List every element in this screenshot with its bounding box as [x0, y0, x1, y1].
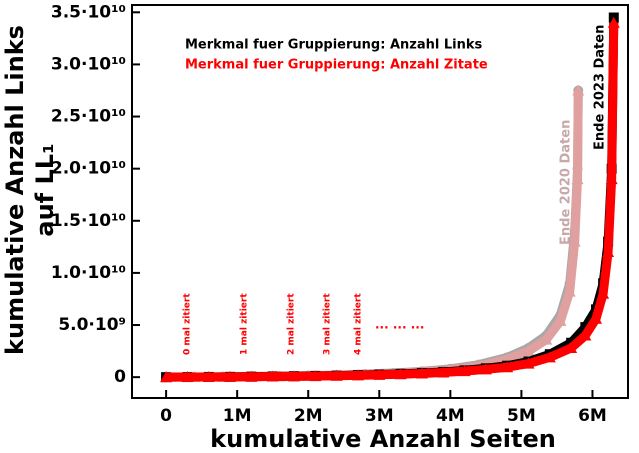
marker [607, 16, 620, 28]
annotation: 4 mal zitiert [354, 293, 364, 355]
annotation: ... ... ... [375, 318, 424, 332]
marker [579, 329, 592, 341]
marker [522, 345, 535, 357]
marker [309, 370, 322, 382]
series-band [166, 90, 583, 382]
marker [181, 371, 194, 383]
marker [563, 285, 576, 297]
marker [590, 312, 603, 324]
marker [224, 370, 237, 382]
marker [245, 370, 258, 382]
marker [330, 369, 343, 381]
y-tick-label: 2.5·10¹⁰ [51, 107, 126, 127]
marker [571, 173, 584, 185]
legend-entry: Merkmal fuer Gruppierung: Anzahl Zitate [185, 58, 488, 73]
series-band [166, 90, 583, 382]
annotation: 0 mal zitiert [183, 293, 193, 355]
annotation: Ende 2020 Daten [559, 120, 574, 245]
y-tick-label: 1.5·10¹⁰ [51, 211, 126, 231]
marker [458, 365, 471, 377]
marker [540, 333, 553, 345]
marker [373, 368, 386, 380]
x-tick-label: 4M [436, 406, 465, 426]
marker [160, 371, 173, 383]
x-tick-label: 1M [223, 406, 252, 426]
marker [568, 235, 581, 247]
y-axis-label: kumulative Anzahl Links [1, 25, 29, 355]
marker [202, 370, 215, 382]
x-tick-label: 2M [294, 406, 323, 426]
marker [351, 369, 364, 381]
annotation: 3 mal zitiert [323, 293, 333, 355]
y-axis-label: auf LL₁ [31, 143, 59, 236]
x-tick-label: 5M [507, 406, 536, 426]
legend-entry: Merkmal fuer Gruppierung: Anzahl Links [185, 38, 482, 53]
y-tick-label: 5.0·10⁹ [58, 315, 126, 335]
y-tick-label: 1.0·10¹⁰ [51, 263, 126, 283]
marker [288, 370, 301, 382]
marker [597, 287, 610, 299]
y-tick-label: 3.5·10¹⁰ [51, 2, 126, 22]
marker [501, 361, 514, 373]
marker [605, 173, 618, 185]
marker [565, 341, 578, 353]
marker [394, 368, 407, 380]
marker [479, 363, 492, 375]
marker [572, 84, 585, 96]
y-tick-label: 3.0·10¹⁰ [51, 54, 126, 74]
marker [266, 370, 279, 382]
marker [602, 246, 615, 258]
annotation: Ende 2023 Daten [593, 25, 608, 150]
x-tick-label: 3M [365, 406, 394, 426]
marker [437, 366, 450, 378]
x-axis-label: kumulative Anzahl Seiten [210, 425, 556, 453]
marker [543, 351, 556, 363]
marker [522, 357, 535, 369]
annotation: 1 mal zitiert [240, 293, 250, 355]
annotation: 2 mal zitiert [287, 293, 297, 355]
x-tick-label: 0 [160, 406, 172, 426]
marker [554, 314, 567, 326]
y-tick-label: 2.0·10¹⁰ [51, 159, 126, 179]
marker [415, 367, 428, 379]
y-tick-label: 0 [114, 367, 126, 387]
x-tick-label: 6M [578, 406, 607, 426]
